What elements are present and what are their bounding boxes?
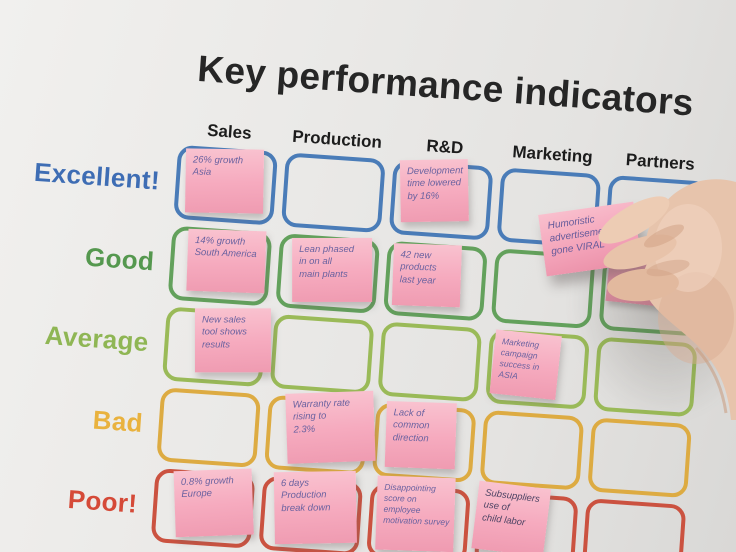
column-header-rd: R&D xyxy=(425,136,464,158)
grid-cell-excellent-production xyxy=(280,152,386,234)
sticky-note-excellent-rd: Development time lowered by 16% xyxy=(399,159,469,223)
index-finger xyxy=(598,196,670,244)
hand-placing-note xyxy=(598,179,736,420)
grid-cell-average-production xyxy=(269,313,375,395)
grid-cell-average-rd xyxy=(377,321,483,403)
row-label-average: Average xyxy=(43,319,150,358)
sticky-note-poor-sales: 0.8% growth Europe xyxy=(173,468,254,538)
sticky-note-good-rd: 42 new products last year xyxy=(391,243,462,308)
sticky-note-poor-rd: Disappointing score on employee motivati… xyxy=(375,475,456,552)
row-label-bad: Bad xyxy=(91,404,144,438)
page-title: Key performance indicators xyxy=(196,48,696,124)
row-label-poor: Poor! xyxy=(66,483,139,519)
column-header-production: Production xyxy=(291,126,383,152)
hand-shading xyxy=(658,272,734,364)
sticky-note-good-sales: 14% growth South America xyxy=(186,228,267,294)
row-label-excellent: Excellent! xyxy=(33,156,161,196)
column-header-marketing: Marketing xyxy=(511,142,594,167)
sticky-note-excellent-sales: 26% growth Asia xyxy=(184,148,265,214)
grid-cell-bad-sales xyxy=(156,387,262,468)
sticky-note-bad-rd: Lack of common direction xyxy=(384,400,457,470)
thumb xyxy=(607,268,679,302)
sticky-note-bad-production: Warranty rate rising to 2.3% xyxy=(285,390,376,464)
row-label-good: Good xyxy=(84,241,156,277)
grid-cell-poor-partners xyxy=(581,498,687,552)
finger-crease xyxy=(643,224,685,248)
sticky-note-average-sales: New sales tool shows results xyxy=(194,308,271,373)
wrist-crease xyxy=(694,346,728,414)
sticky-note-poor-marketing: Subsuppliers use of child labor xyxy=(471,480,552,552)
sticky-note-poor-production: 6 days Production break down xyxy=(273,470,357,545)
finger-crease xyxy=(646,259,690,277)
column-header-sales: Sales xyxy=(206,120,253,143)
sticky-note-good-production: Lean phased in on all main plants xyxy=(292,237,373,302)
sticky-note-average-marketing: Marketing campaign success in ASIA xyxy=(489,329,562,400)
